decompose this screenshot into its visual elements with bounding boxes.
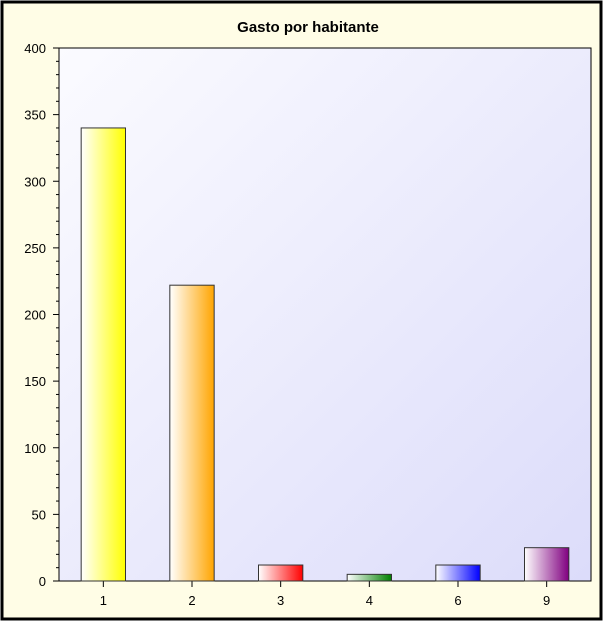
bar-1 — [80, 127, 126, 582]
x-tick-label: 6 — [454, 593, 461, 608]
chart-title: Gasto por habitante — [237, 19, 379, 36]
x-tick-label: 4 — [366, 593, 373, 608]
bars — [80, 127, 570, 582]
y-tick-label: 250 — [24, 241, 46, 256]
bar-4 — [346, 573, 392, 582]
y-tick-label: 150 — [24, 374, 46, 389]
y-tick-label: 200 — [24, 308, 46, 323]
x-tick-label: 3 — [277, 593, 284, 608]
y-axis: 0 50 100 150 200 250 300 350 400 — [24, 41, 59, 589]
y-tick-label: 300 — [24, 174, 46, 189]
y-tick-label: 50 — [32, 507, 46, 522]
x-axis: 1 2 3 4 6 9 — [100, 581, 550, 608]
bar-6 — [435, 564, 481, 582]
x-tick-label: 1 — [100, 593, 107, 608]
y-tick-label: 100 — [24, 441, 46, 456]
x-tick-label: 9 — [543, 593, 550, 608]
bar-9 — [524, 547, 570, 582]
y-tick-label: 400 — [24, 41, 46, 56]
bar-3 — [258, 564, 304, 582]
bar-2 — [169, 284, 215, 582]
x-tick-label: 2 — [188, 593, 195, 608]
y-tick-label: 350 — [24, 108, 46, 123]
y-tick-label: 0 — [39, 574, 46, 589]
plot-area — [58, 47, 592, 582]
